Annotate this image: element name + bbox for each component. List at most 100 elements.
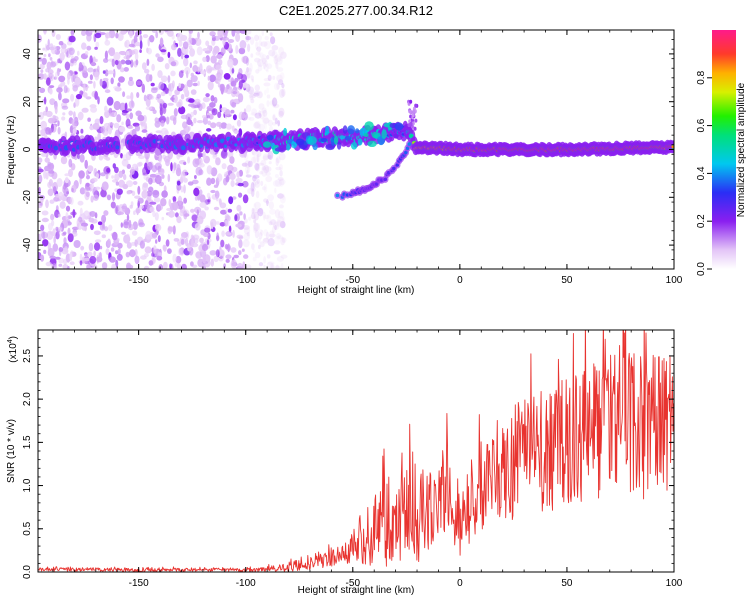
noise-point (53, 197, 57, 203)
snr-ytick-label: 2.5 (22, 349, 33, 363)
noise-point (265, 60, 268, 67)
noise-point (271, 100, 279, 105)
noise-point (83, 84, 86, 92)
noise-point (89, 55, 93, 65)
noise-point (101, 214, 107, 224)
noise-point (85, 191, 90, 198)
noise-point (80, 222, 89, 227)
ridge-spread (347, 125, 355, 135)
noise-point (158, 81, 165, 91)
noise-point (279, 170, 283, 177)
noise-point (281, 237, 287, 243)
branch-tail (408, 109, 412, 114)
noise-point (167, 173, 171, 183)
noise-point (62, 98, 70, 104)
noise-point (114, 87, 122, 92)
noise-point (239, 211, 243, 216)
noise-point (92, 56, 96, 63)
noise-point (128, 76, 133, 81)
noise-point (139, 204, 145, 209)
noise-point (99, 224, 106, 231)
snr-panel: -150 -100 -50 0 50 100 0.0 0.5 1.0 1.5 2.0 2.5 Heig… (6, 329, 683, 596)
noise-point (262, 155, 269, 161)
noise-point (202, 56, 207, 63)
noise-point (269, 100, 275, 106)
noise-point (235, 44, 239, 54)
noise-point (248, 116, 255, 121)
noise-point (60, 156, 68, 165)
noise-point (58, 75, 66, 83)
noise-point (229, 173, 236, 180)
branch-core (392, 166, 396, 171)
noise-point (103, 58, 109, 63)
noise-point (206, 105, 214, 112)
noise-point (94, 212, 98, 219)
noise-point (91, 177, 98, 183)
noise-point (117, 32, 124, 42)
noise-point (258, 123, 265, 131)
noise-point (267, 261, 275, 265)
snr-xtick-label: -50 (346, 578, 361, 589)
noise-point (85, 170, 89, 176)
noise-point (252, 175, 257, 182)
noise-point (274, 236, 281, 245)
noise-point (97, 221, 103, 226)
noise-point (178, 82, 181, 89)
noise-point (206, 239, 210, 246)
noise-point (239, 40, 247, 50)
noise-point (201, 114, 207, 119)
ridge-mid (181, 145, 186, 151)
noise-point (126, 242, 132, 249)
noise-point (176, 216, 182, 224)
noise-point (131, 230, 138, 236)
branch-tail (409, 99, 413, 104)
noise-point (167, 248, 172, 255)
noise-point (102, 70, 106, 74)
noise-point (61, 105, 69, 110)
noise-point (158, 30, 165, 35)
noise-point (81, 107, 89, 113)
noise-point (67, 266, 70, 269)
noise-point (170, 70, 176, 77)
noise-point (152, 233, 158, 239)
noise-point (125, 180, 134, 188)
noise-point (253, 216, 257, 224)
noise-point (266, 55, 270, 60)
noise-point (270, 264, 275, 269)
noise-point (139, 30, 142, 35)
noise-point (95, 58, 98, 63)
ridge-spread (334, 135, 339, 145)
noise-point (93, 167, 98, 177)
noise-point (258, 244, 261, 250)
noise-point (128, 49, 136, 55)
noise-point (211, 37, 216, 42)
noise-point (266, 199, 269, 207)
noise-point (152, 190, 160, 198)
noise-point (157, 168, 165, 176)
colorbar-tick-label: 0.2 (696, 214, 707, 228)
noise-point (279, 164, 283, 171)
noise-point (84, 188, 87, 194)
noise-point (97, 96, 100, 105)
noise-point (150, 82, 155, 87)
noise-point (243, 227, 251, 235)
noise-point (163, 261, 168, 269)
noise-point (270, 36, 276, 45)
noise-point (121, 203, 128, 213)
noise-point (279, 56, 283, 62)
noise-point (143, 94, 147, 102)
noise-point (106, 96, 114, 106)
noise-point (188, 103, 195, 107)
noise-point (249, 186, 256, 192)
noise-point (93, 81, 96, 89)
noise-point (111, 192, 116, 202)
noise-point (236, 262, 244, 269)
noise-point (146, 190, 153, 197)
noise-point (257, 208, 264, 217)
noise-point (125, 59, 132, 65)
ridge-spread (325, 125, 330, 136)
noise-point (143, 253, 149, 258)
noise-point (38, 186, 41, 196)
noise-point (110, 201, 116, 209)
noise-point (43, 73, 47, 80)
